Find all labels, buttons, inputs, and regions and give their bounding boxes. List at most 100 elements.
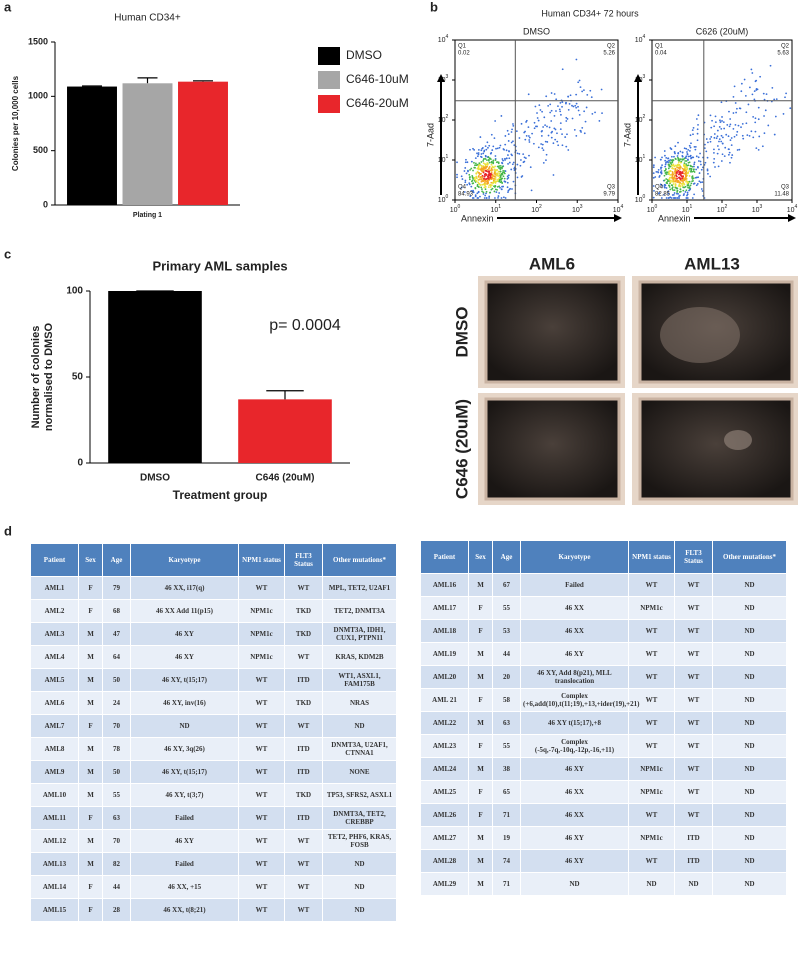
event-dot [528, 154, 530, 157]
event-dot [502, 170, 504, 172]
table-cell: F [468, 596, 493, 620]
event-dot [733, 135, 736, 138]
event-dot [591, 112, 594, 115]
event-dot [693, 193, 696, 196]
event-dot [695, 168, 698, 171]
event-dot [720, 160, 723, 162]
table-cell: ND [130, 714, 239, 738]
event-dot [565, 145, 568, 148]
event-dot [578, 114, 581, 116]
event-dot [480, 180, 483, 183]
event-dot [469, 168, 471, 171]
event-dot [496, 165, 499, 168]
table-cell: WT [628, 619, 675, 643]
event-dot [486, 168, 489, 171]
event-dot [560, 113, 562, 116]
event-dot [488, 184, 491, 187]
table-cell: AML6 [30, 691, 79, 715]
table-cell: WT [674, 780, 713, 804]
event-dot [496, 186, 499, 188]
event-dot [499, 168, 502, 171]
table-row: AML7 F 70 ND WT WT ND [30, 714, 397, 738]
event-dot [601, 112, 603, 115]
table-row: AML18 F 53 46 XX WT WT ND [420, 619, 787, 643]
table-cell: M [468, 573, 493, 597]
table-cell: AML20 [420, 665, 469, 689]
event-dot [785, 92, 787, 95]
event-dot [575, 102, 578, 105]
event-dot [691, 180, 694, 183]
tick-base: 10 [635, 37, 643, 44]
event-dot [671, 161, 674, 164]
table-cell: F [468, 734, 493, 758]
event-dot [490, 181, 493, 184]
header-cell: Karyotype [130, 543, 239, 577]
event-dot [673, 165, 676, 168]
event-dot [713, 136, 716, 139]
legend-label: DMSO [346, 48, 382, 62]
y-tick-label: 50 [72, 372, 84, 383]
event-dot [674, 197, 677, 199]
event-dot [485, 174, 488, 176]
event-dot [681, 177, 684, 179]
event-dot [679, 190, 682, 193]
event-dot [700, 188, 703, 190]
event-dot [693, 163, 696, 166]
table-cell: 19 [492, 826, 521, 850]
table-cell: ND [322, 852, 397, 876]
table-cell: WT [628, 803, 675, 827]
event-dot [691, 197, 694, 199]
table-row: AML12 M 70 46 XY WT WT TET2, PHF6, KRAS, FOSB [30, 829, 397, 853]
event-dot [474, 157, 477, 160]
event-dot [505, 157, 508, 160]
event-dot [504, 135, 507, 137]
event-dot [480, 178, 483, 180]
event-dot [746, 134, 749, 137]
event-dot [663, 150, 666, 152]
event-dot [577, 105, 579, 108]
event-dot [729, 139, 732, 142]
table-cell: WT [238, 668, 285, 692]
event-dot [685, 197, 688, 199]
event-dot [709, 114, 712, 117]
header-cell: Sex [468, 540, 493, 574]
event-dot [482, 162, 485, 165]
event-dot [474, 194, 477, 196]
event-dot [652, 185, 655, 187]
event-dot [726, 124, 729, 126]
table-cell: ND [322, 875, 397, 899]
event-dot [677, 164, 679, 167]
event-dot [497, 195, 500, 197]
event-dot [668, 178, 671, 181]
y-axis-label: Colonies per 10,000 cells [11, 75, 20, 171]
event-dot [522, 153, 525, 156]
table-cell: WT [628, 573, 675, 597]
event-dot [464, 181, 467, 184]
event-dot [714, 115, 717, 118]
event-dot [765, 93, 768, 95]
event-dot [696, 132, 699, 135]
table-cell: 55 [102, 783, 131, 807]
event-dot [652, 166, 655, 169]
x-tick-label: DMSO [140, 473, 170, 484]
event-dot [513, 144, 516, 147]
tick-exponent: 4 [621, 204, 624, 210]
table-cell: ND [712, 619, 787, 643]
event-dot [668, 163, 670, 166]
table-cell: ITD [284, 806, 323, 830]
table-cell: ND [712, 642, 787, 666]
table-cell: 46 XX Add 11(p15) [130, 599, 239, 623]
event-dot [716, 135, 719, 138]
event-dot [727, 153, 730, 156]
table-row: AML8 M 78 46 XY, 3q(26) WT ITD DNMT3A, U2AF1, … [30, 737, 397, 761]
event-dot [490, 178, 493, 180]
header-cell: FLT3 Status [284, 543, 323, 577]
table-cell: 46 XY [130, 829, 239, 853]
event-dot [720, 134, 723, 137]
event-dot [683, 193, 685, 195]
table-cell: AML18 [420, 619, 469, 643]
event-dot [757, 106, 760, 109]
event-dot [473, 161, 475, 164]
event-dot [692, 170, 695, 173]
header-cell: Other mutations* [712, 540, 787, 574]
